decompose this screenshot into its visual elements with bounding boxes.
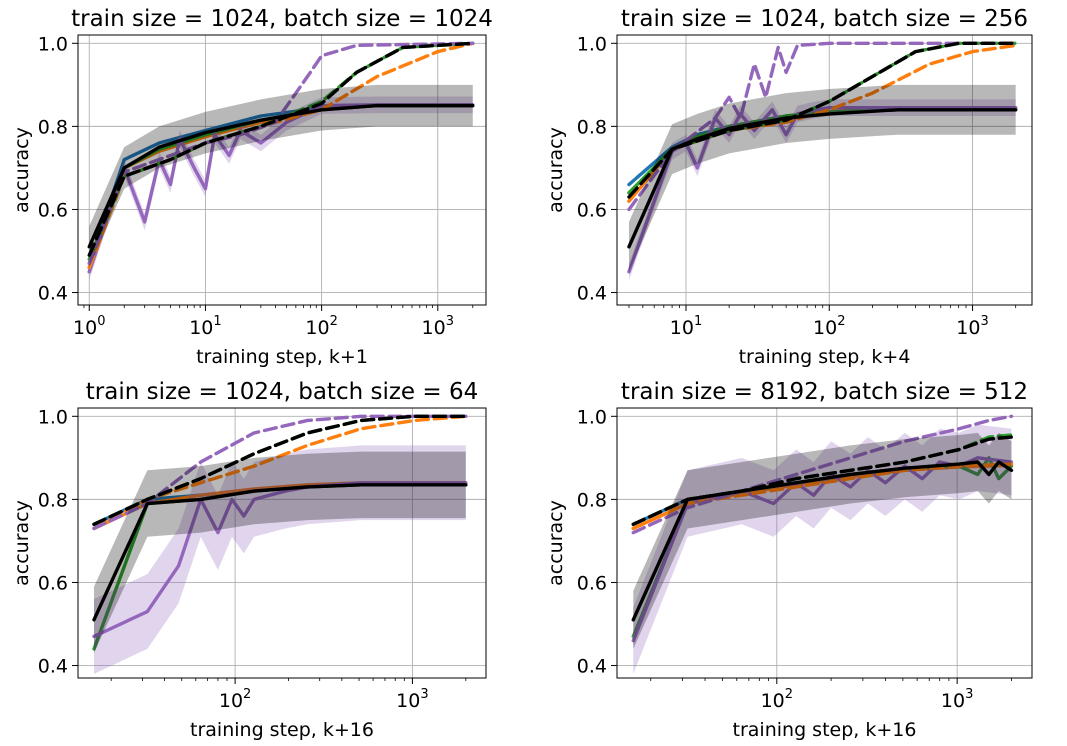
x-tick-label-exponent: 3: [980, 314, 988, 329]
x-tick-label: 102: [813, 314, 845, 339]
confidence-band: [93, 445, 466, 674]
x-tick-label-base: 10: [189, 317, 213, 339]
axes-frame: [616, 34, 1033, 306]
x-tick-label: 102: [219, 687, 251, 712]
dashed-series-line: [627, 41, 1018, 212]
y-tick-label: 1.0: [577, 406, 607, 428]
dashed-series-line: [631, 462, 1014, 531]
x-tick-label-exponent: 3: [420, 687, 428, 702]
confidence-band: [89, 96, 473, 281]
y-tick-label: 0.4: [577, 656, 607, 678]
y-tick-label: 0.4: [38, 656, 68, 678]
x-tick-label-exponent: 0: [97, 314, 105, 329]
x-tick-label: 102: [305, 314, 337, 339]
x-tick-label-exponent: 2: [837, 314, 845, 329]
dashed-series-line: [92, 414, 468, 527]
x-tick-label-base: 10: [219, 690, 243, 712]
y-tick-label: 0.4: [38, 283, 68, 305]
x-tick-label: 103: [396, 687, 428, 712]
x-tick-label: 101: [670, 314, 702, 339]
plot-area: [87, 41, 475, 281]
x-tick-label: 103: [956, 314, 988, 339]
y-axis-label: accuracy: [545, 500, 567, 586]
x-tick-label-base: 10: [422, 317, 446, 339]
y-tick-label: 0.6: [577, 572, 607, 594]
y-tick-label: 0.8: [577, 116, 607, 138]
x-tick-label-exponent: 1: [213, 314, 221, 329]
x-tick-label-exponent: 2: [243, 687, 251, 702]
dashed-series-line: [627, 41, 1018, 199]
confidence-band: [89, 84, 473, 268]
solid-series-line: [92, 483, 468, 622]
dashed-series-line: [631, 414, 1014, 535]
y-tick-label: 0.4: [577, 283, 607, 305]
x-tick-label-base: 10: [670, 317, 694, 339]
y-axis-label: accuracy: [11, 127, 33, 213]
x-tick-label-exponent: 2: [330, 314, 338, 329]
x-tick-label: 102: [761, 687, 793, 712]
x-tick-label-base: 10: [761, 690, 785, 712]
x-tick-label: 100: [73, 314, 105, 339]
dashed-series-line: [631, 435, 1014, 527]
y-tick-label: 1.0: [577, 33, 607, 55]
solid-series-line: [627, 105, 1018, 274]
x-tick-label-base: 10: [956, 317, 980, 339]
chart-title: train size = 8192, batch size = 512: [621, 379, 1028, 405]
y-axis-label: accuracy: [11, 500, 33, 586]
plot-area: [92, 414, 468, 674]
x-tick-label: 103: [422, 314, 454, 339]
x-tick-label-base: 10: [813, 317, 837, 339]
x-axis-label: training step, k+16: [733, 719, 917, 741]
solid-series-line: [87, 103, 475, 249]
x-tick-label-exponent: 3: [965, 687, 973, 702]
dashed-series-line: [87, 41, 475, 257]
x-tick-label: 101: [189, 314, 221, 339]
solid-series-line: [627, 108, 1018, 249]
chart-title: train size = 1024, batch size = 1024: [71, 6, 493, 32]
chart-title: train size = 1024, batch size = 64: [86, 379, 479, 405]
y-tick-label: 0.6: [38, 572, 68, 594]
axes-frame: [77, 34, 487, 306]
x-tick-label-base: 10: [396, 690, 420, 712]
x-tick-label-exponent: 1: [694, 314, 702, 329]
x-tick-label-base: 10: [73, 317, 97, 339]
y-tick-label: 1.0: [38, 406, 68, 428]
dashed-series-line: [92, 414, 468, 531]
x-tick-label-base: 10: [941, 690, 965, 712]
y-tick-label: 0.8: [577, 489, 607, 511]
y-tick-label: 0.6: [38, 199, 68, 221]
confidence-band: [633, 432, 1012, 649]
x-axis-label: training step, k+16: [190, 719, 374, 741]
x-tick-label-exponent: 3: [446, 314, 454, 329]
x-axis-label: training step, k+1: [196, 346, 368, 368]
y-axis-label: accuracy: [545, 127, 567, 213]
plot-area: [627, 41, 1018, 281]
confidence-band: [633, 424, 1012, 674]
y-tick-label: 0.6: [577, 199, 607, 221]
chart-title: train size = 1024, batch size = 256: [621, 6, 1028, 32]
y-tick-label: 1.0: [38, 33, 68, 55]
y-tick-label: 0.8: [38, 116, 68, 138]
x-tick-label-base: 10: [305, 317, 329, 339]
plot-area: [631, 414, 1014, 674]
dashed-series-line: [627, 43, 1018, 203]
x-axis-label: training step, k+4: [739, 346, 911, 368]
y-tick-label: 0.8: [38, 489, 68, 511]
axes-frame: [616, 407, 1033, 679]
x-tick-label-exponent: 2: [785, 687, 793, 702]
axes-frame: [77, 407, 487, 679]
x-tick-label: 103: [941, 687, 973, 712]
